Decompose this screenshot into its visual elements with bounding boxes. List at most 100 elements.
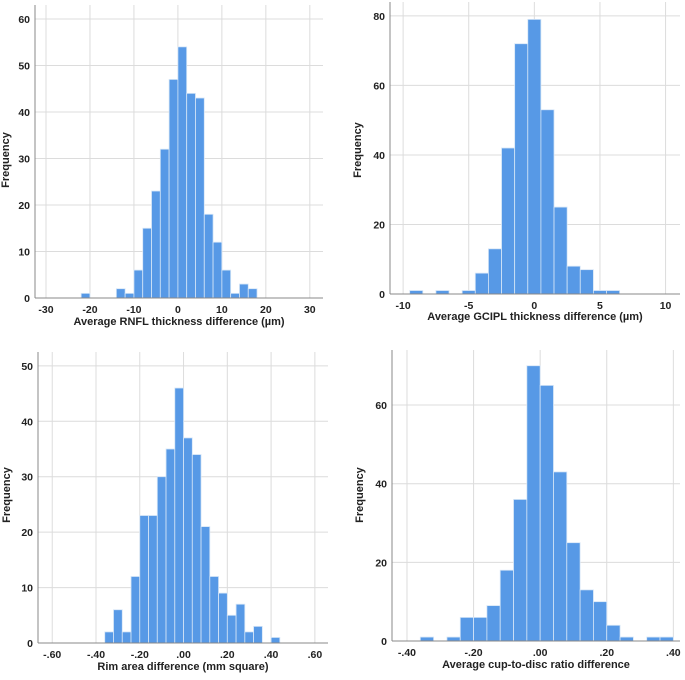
y-tick-label: 50 xyxy=(21,361,33,373)
histogram-bar xyxy=(593,601,608,642)
x-tick-label: 10 xyxy=(216,304,228,316)
histogram-bar xyxy=(488,248,502,295)
y-tick-label: 0 xyxy=(381,636,387,648)
x-tick-label: -.60 xyxy=(43,649,61,661)
histogram-bar xyxy=(646,636,661,642)
histogram-bar xyxy=(553,471,568,642)
x-tick-label: .00 xyxy=(533,647,548,659)
y-axis-label: Frequency xyxy=(354,466,366,523)
histogram-bar xyxy=(191,454,202,644)
histogram-bar xyxy=(579,589,594,642)
histogram-bar xyxy=(80,292,91,299)
x-tick-label: 20 xyxy=(260,304,272,316)
histogram-bar xyxy=(221,269,232,299)
histogram-bar xyxy=(486,605,501,642)
histogram-panel-3: -.60 -.40 -.20 .00 .20 .40 .60 0 10 20 30 40 50 Rim a… xyxy=(1,352,328,673)
histogram-bar xyxy=(113,609,123,644)
histogram-bar xyxy=(142,227,152,299)
histogram-bar xyxy=(253,625,263,644)
histogram-bar xyxy=(115,288,126,299)
histogram-bar xyxy=(174,387,184,644)
y-tick-label: 0 xyxy=(379,289,385,301)
histogram-bar xyxy=(474,272,489,295)
x-tick-label: -10 xyxy=(126,304,141,316)
histogram-bar xyxy=(203,213,214,299)
histogram-bar xyxy=(218,592,228,644)
histogram-bar xyxy=(539,384,554,642)
histogram-bar xyxy=(139,515,149,644)
y-axis-label: Frequency xyxy=(1,466,13,523)
y-tick-label: 20 xyxy=(18,200,30,212)
histogram-bar xyxy=(124,292,135,299)
histogram-bar xyxy=(209,576,219,644)
x-tick-label: 30 xyxy=(304,304,316,316)
histogram-panel-1: -30 -20 -10 0 10 20 30 0 10 20 30 40 50 60 Average RNF… xyxy=(0,5,323,328)
histogram-bar xyxy=(247,288,258,299)
y-tick-label: 10 xyxy=(21,583,33,595)
x-tick-label: 0 xyxy=(531,300,537,312)
histogram-bar xyxy=(526,365,541,642)
x-tick-label: -.20 xyxy=(131,649,149,661)
histogram-bar xyxy=(133,269,144,299)
x-tick-label: 0 xyxy=(175,304,181,316)
x-tick-label: -10 xyxy=(396,300,411,312)
y-tick-label: 10 xyxy=(18,246,30,258)
histogram-bar xyxy=(606,624,621,642)
y-tick-label: 0 xyxy=(27,638,33,650)
histogram-bar xyxy=(592,290,607,295)
y-tick-label: 60 xyxy=(18,14,30,26)
histogram-bar xyxy=(501,147,516,295)
histogram-bar xyxy=(226,614,237,644)
y-tick-label: 40 xyxy=(18,107,30,119)
x-axis-label: Average cup-to-disc ratio difference xyxy=(442,659,630,671)
histogram-panel-4: -.40 -.20 .00 .20 .40 0 20 40 60 Average cup-to-d… xyxy=(354,350,681,671)
histogram-bar xyxy=(527,18,542,295)
y-tick-label: 40 xyxy=(375,479,387,491)
x-tick-label: .40 xyxy=(666,647,681,659)
histogram-bar xyxy=(235,603,246,644)
histogram-bar xyxy=(177,46,188,299)
histogram-bar xyxy=(459,617,474,642)
x-tick-label: -.40 xyxy=(87,649,105,661)
histogram-bar xyxy=(104,631,114,644)
histogram-bar xyxy=(212,241,223,299)
y-tick-label: 40 xyxy=(21,416,33,428)
histogram-bar xyxy=(473,617,488,642)
histogram-bar xyxy=(461,290,476,295)
x-tick-label: .40 xyxy=(264,649,279,661)
y-tick-label: 60 xyxy=(373,80,385,92)
x-tick-label: .20 xyxy=(220,649,235,661)
histogram-bar xyxy=(230,292,240,299)
histogram-bar xyxy=(514,43,529,295)
histogram-bar xyxy=(200,526,211,644)
histogram-panel-2: -10 -5 0 5 10 0 20 40 60 80 Average GCIPL thicknes… xyxy=(352,2,680,323)
histogram-bar xyxy=(606,290,621,295)
x-tick-label: -5 xyxy=(464,300,473,312)
y-tick-label: 20 xyxy=(373,219,385,231)
x-tick-label: .60 xyxy=(308,649,323,661)
histogram-bar xyxy=(151,190,161,299)
histogram-bar xyxy=(159,148,170,299)
histogram-bar xyxy=(619,636,634,642)
histogram-bar xyxy=(435,290,450,295)
histogram-bar xyxy=(130,576,141,644)
x-tick-label: -20 xyxy=(82,304,97,316)
histogram-bar xyxy=(168,79,179,299)
histogram-bar xyxy=(156,476,167,644)
histogram-bar xyxy=(121,631,132,644)
y-tick-label: 30 xyxy=(21,472,33,484)
histogram-bar xyxy=(419,636,435,642)
y-tick-label: 0 xyxy=(24,293,30,305)
x-tick-label: -30 xyxy=(38,304,53,316)
y-tick-label: 60 xyxy=(375,400,387,412)
x-tick-label: -.20 xyxy=(465,647,483,659)
x-axis-label: Rim area difference (mm square) xyxy=(97,661,269,673)
histogram-bar xyxy=(513,499,528,642)
histogram-bar xyxy=(165,448,176,644)
histogram-bar xyxy=(409,290,424,295)
x-axis-label: Average RNFL thickness difference (µm) xyxy=(73,316,284,328)
x-tick-label: -.40 xyxy=(398,647,416,659)
histogram-bar xyxy=(659,636,674,642)
x-tick-label: .00 xyxy=(176,649,191,661)
histogram-bar xyxy=(186,92,196,299)
